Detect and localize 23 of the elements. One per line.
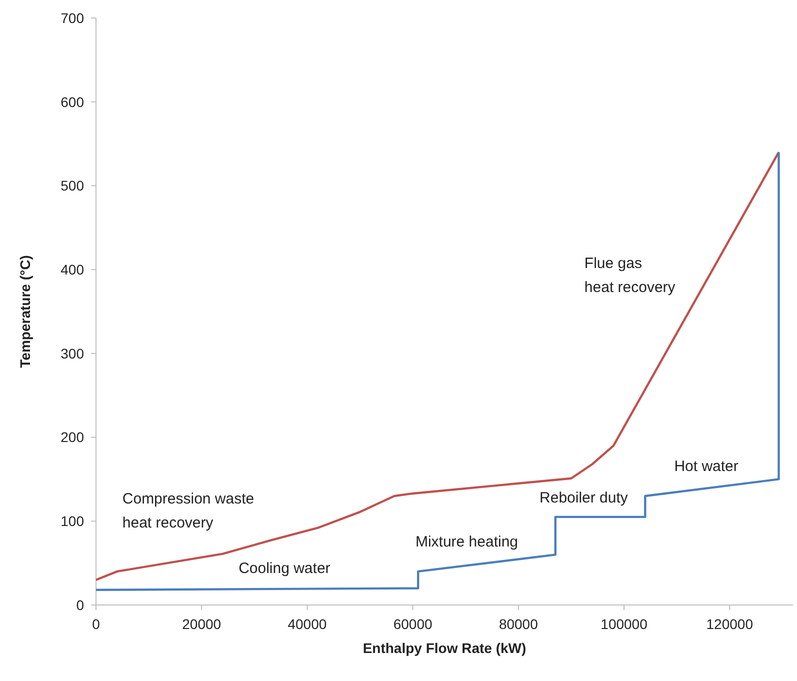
- annotation: Hot water: [674, 458, 738, 475]
- y-tick-label: 600: [60, 94, 84, 110]
- x-tick-label: 20000: [182, 616, 222, 632]
- x-tick-label: 120000: [706, 616, 754, 632]
- y-axis-title: Temperature (°C): [17, 255, 33, 368]
- y-tick-label: 400: [60, 261, 84, 278]
- y-tick-label: 300: [60, 345, 84, 362]
- x-tick-label: 40000: [288, 616, 327, 632]
- x-axis-title: Enthalpy Flow Rate (kW): [362, 640, 526, 656]
- annotation: Compression waste heat recovery: [122, 490, 254, 532]
- y-tick-label: 500: [60, 178, 84, 194]
- y-tick-label: 200: [60, 429, 84, 446]
- y-tick-label: 700: [60, 10, 84, 26]
- x-tick-label: 100000: [600, 616, 648, 632]
- annotation: Flue gas heat recovery: [584, 254, 676, 296]
- annotation: Mixture heating: [415, 533, 518, 550]
- y-tick-label: 100: [60, 513, 84, 530]
- y-tick-label: 0: [76, 596, 84, 613]
- annotation: Reboiler duty: [540, 490, 628, 507]
- annotation: Cooling water: [238, 560, 330, 578]
- x-tick-label: 60000: [393, 616, 432, 632]
- x-tick-label: 80000: [498, 616, 538, 632]
- x-tick-label: 0: [92, 616, 100, 632]
